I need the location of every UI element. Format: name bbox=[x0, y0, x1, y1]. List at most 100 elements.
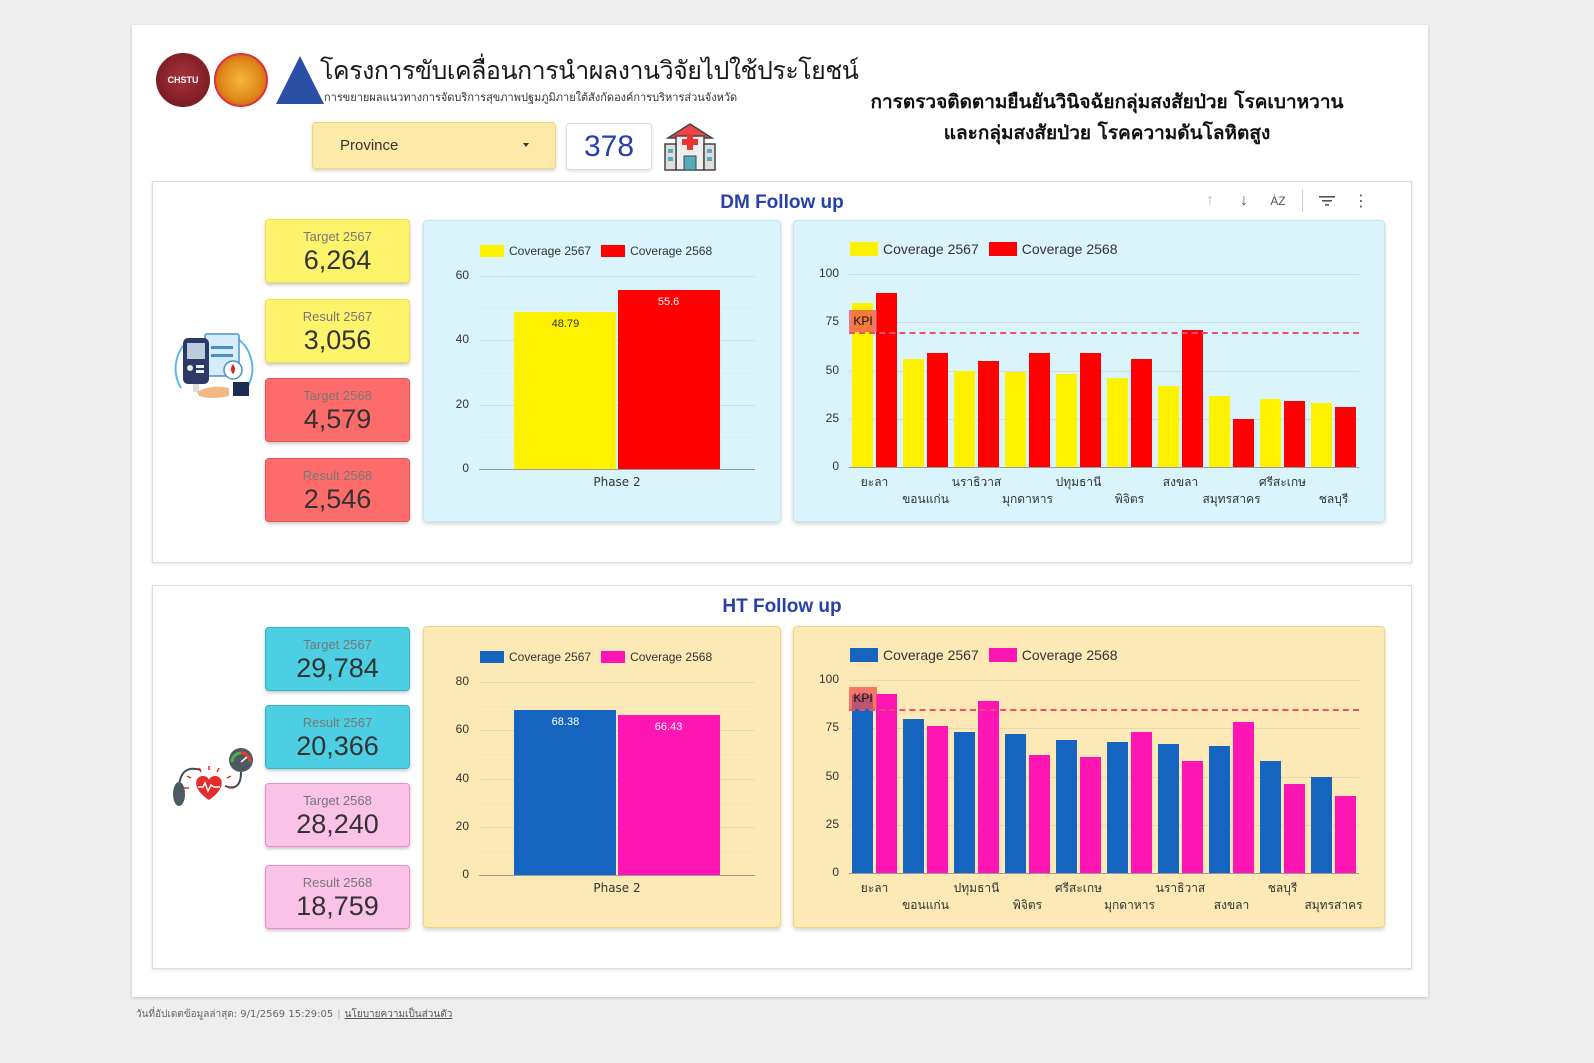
sort-descending-icon[interactable]: ↓ bbox=[1240, 192, 1248, 209]
sort-az-icon[interactable]: ȦZ bbox=[1270, 194, 1286, 208]
gridline bbox=[849, 824, 1359, 826]
gridline-minor bbox=[479, 802, 755, 804]
privacy-policy-link[interactable]: นโยบายความเป็นส่วนตัว bbox=[344, 1009, 453, 1020]
bar[interactable] bbox=[875, 693, 897, 873]
y-tick-label: 50 bbox=[825, 768, 839, 783]
bar[interactable] bbox=[875, 293, 897, 467]
y-tick-label: 20 bbox=[455, 396, 469, 411]
legend-label: Coverage 2567 bbox=[883, 647, 979, 663]
bar[interactable] bbox=[1056, 739, 1078, 873]
legend-item[interactable]: Coverage 2567 bbox=[480, 244, 591, 258]
page-title-line1: การตรวจติดตามยืนยันวินิจฉัยกลุ่มสงสัยป่ว… bbox=[870, 91, 1344, 113]
chart-legend: Coverage 2567 Coverage 2568 bbox=[480, 650, 712, 664]
gridline bbox=[849, 680, 1359, 681]
bar[interactable] bbox=[1209, 395, 1231, 467]
bar[interactable] bbox=[1209, 745, 1231, 873]
gridline bbox=[479, 340, 755, 342]
bar[interactable]: 55.6 bbox=[617, 290, 720, 469]
bar[interactable] bbox=[926, 353, 948, 467]
last-updated: วันที่อัปเดตข้อมูลล่าสุด: 9/1/2569 15:29… bbox=[136, 1009, 334, 1020]
x-tick-label: ศรีสะเกษ bbox=[1054, 881, 1103, 895]
legend-item[interactable]: Coverage 2567 bbox=[480, 650, 591, 664]
bar[interactable]: 66.43 bbox=[617, 714, 720, 875]
bar[interactable] bbox=[977, 360, 999, 467]
bar-value-label: 55.6 bbox=[657, 296, 680, 309]
x-tick-label: ยะลา bbox=[860, 881, 889, 895]
bar[interactable] bbox=[852, 695, 874, 873]
bar[interactable] bbox=[1158, 743, 1180, 873]
legend-item[interactable]: Coverage 2568 bbox=[601, 650, 712, 664]
bar[interactable] bbox=[977, 701, 999, 873]
bar[interactable] bbox=[926, 726, 948, 873]
bar[interactable] bbox=[903, 358, 925, 467]
y-tick-label: 60 bbox=[455, 722, 469, 737]
kpi-card-label: Target 2568 bbox=[303, 388, 372, 403]
sort-ascending-icon[interactable]: ↑ bbox=[1206, 192, 1214, 209]
bar[interactable] bbox=[1260, 761, 1282, 873]
bar[interactable] bbox=[1107, 741, 1129, 873]
legend-item[interactable]: Coverage 2568 bbox=[601, 244, 712, 258]
legend-item[interactable]: Coverage 2568 bbox=[988, 241, 1118, 257]
bar[interactable] bbox=[1005, 372, 1027, 467]
province-dropdown[interactable]: Province bbox=[312, 122, 556, 169]
kpi-card-result-2567: Result 2567 20,366 bbox=[265, 705, 410, 769]
bar[interactable] bbox=[1181, 329, 1203, 467]
bar[interactable] bbox=[1079, 353, 1101, 467]
bar[interactable] bbox=[1107, 378, 1129, 467]
more-vert-icon[interactable]: ⋮ bbox=[1353, 193, 1369, 210]
kpi-card-value: 3,056 bbox=[303, 325, 372, 355]
kpi-card-value: 28,240 bbox=[296, 809, 379, 839]
bar[interactable]: 68.38 bbox=[514, 710, 617, 875]
kpi-card-target-2567: Target 2567 6,264 bbox=[265, 219, 410, 283]
legend-item[interactable]: Coverage 2567 bbox=[850, 647, 979, 663]
bar[interactable] bbox=[852, 302, 874, 467]
bar[interactable] bbox=[1130, 358, 1152, 467]
legend-label: Coverage 2568 bbox=[630, 650, 713, 664]
gridline-minor bbox=[479, 308, 755, 310]
bar[interactable] bbox=[1283, 784, 1305, 873]
bar[interactable] bbox=[1130, 732, 1152, 873]
bar[interactable] bbox=[1028, 353, 1050, 467]
bar[interactable] bbox=[1311, 403, 1333, 467]
gridline bbox=[479, 404, 755, 406]
kpi-card-target-2568: Target 2568 4,579 bbox=[265, 378, 410, 442]
bar[interactable] bbox=[1158, 385, 1180, 467]
bar[interactable]: 48.79 bbox=[514, 312, 617, 469]
legend-swatch bbox=[988, 242, 1017, 256]
bar[interactable] bbox=[954, 370, 976, 467]
bar[interactable] bbox=[1181, 761, 1203, 873]
bar[interactable] bbox=[1056, 374, 1078, 467]
kpi-card-value: 29,784 bbox=[296, 653, 379, 683]
bar[interactable] bbox=[1311, 776, 1333, 873]
bar[interactable] bbox=[954, 732, 976, 873]
y-tick-label: 40 bbox=[455, 332, 469, 347]
bar[interactable] bbox=[1005, 734, 1027, 873]
gridline bbox=[479, 778, 755, 780]
logo-group: CHSTU bbox=[156, 53, 324, 107]
filter-icon[interactable] bbox=[1317, 191, 1337, 211]
chart-legend: Coverage 2567 Coverage 2568 bbox=[480, 244, 712, 258]
gridline bbox=[849, 370, 1359, 372]
bar[interactable] bbox=[1334, 407, 1356, 467]
legend-label: Coverage 2568 bbox=[1021, 241, 1118, 257]
gridline bbox=[849, 274, 1359, 275]
bar[interactable] bbox=[1283, 401, 1305, 467]
bar[interactable] bbox=[903, 718, 925, 873]
ht-section-title: HT Follow up bbox=[722, 596, 842, 617]
bar[interactable] bbox=[1232, 722, 1254, 873]
legend-item[interactable]: Coverage 2567 bbox=[850, 241, 979, 257]
bar[interactable] bbox=[1232, 418, 1254, 467]
kpi-card-value: 20,366 bbox=[296, 731, 379, 761]
bar[interactable] bbox=[1334, 795, 1356, 873]
y-tick-label: 80 bbox=[455, 674, 469, 688]
x-tick-label: Phase 2 bbox=[593, 881, 641, 895]
bar[interactable] bbox=[1079, 757, 1101, 873]
gridline bbox=[849, 776, 1359, 778]
x-tick-label: ขอนแก่น bbox=[902, 492, 949, 506]
dashboard-page: CHSTU โครงการขับเคลื่อนการนำผลงานวิจัยไป… bbox=[132, 25, 1428, 997]
bar[interactable] bbox=[1028, 755, 1050, 873]
bar[interactable] bbox=[1260, 399, 1282, 467]
y-tick-label: 75 bbox=[825, 314, 839, 329]
gridline-minor bbox=[479, 372, 755, 374]
legend-item[interactable]: Coverage 2568 bbox=[988, 647, 1118, 663]
